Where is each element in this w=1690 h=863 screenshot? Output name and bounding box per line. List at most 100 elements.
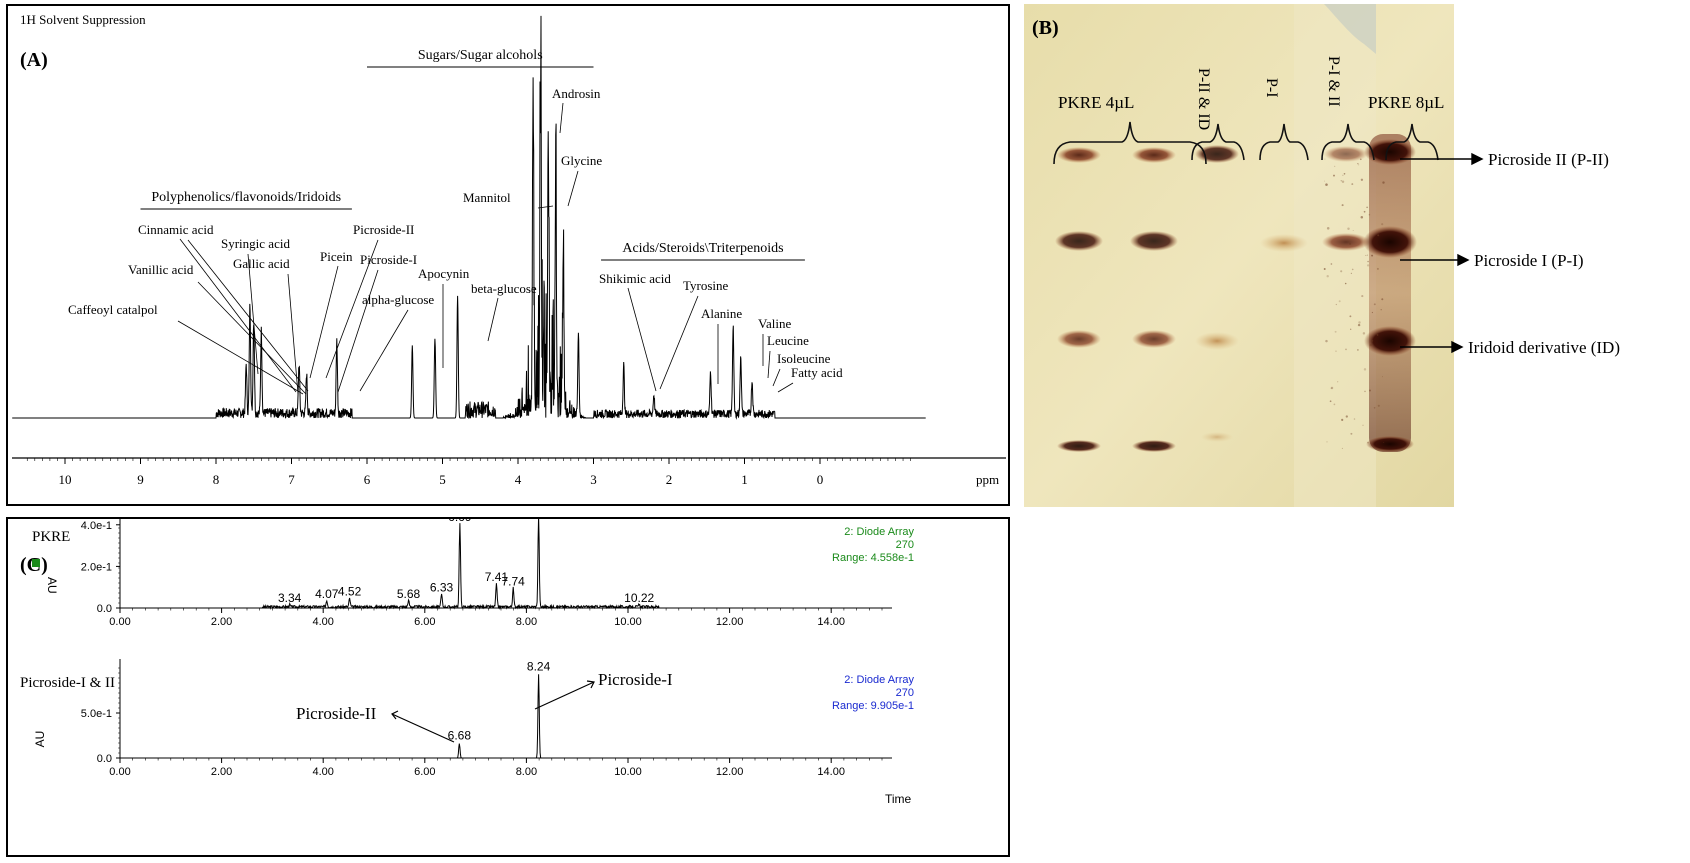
tlc-speckle bbox=[1325, 339, 1328, 343]
nmr-annotation-leader bbox=[337, 269, 379, 393]
hplc-x-tick-label: 6.00 bbox=[414, 766, 435, 778]
hplc-top-range: Range: 4.558e-1 bbox=[832, 552, 914, 564]
tlc-band bbox=[1201, 432, 1233, 442]
nmr-x-tick-label: 0 bbox=[817, 472, 824, 487]
tlc-speckle bbox=[1330, 387, 1332, 389]
tlc-speckle bbox=[1371, 340, 1374, 342]
tlc-speckle bbox=[1352, 230, 1354, 231]
tlc-band-label-picroside-i: Picroside I (P-I) bbox=[1474, 251, 1584, 270]
tlc-speckle bbox=[1323, 180, 1325, 182]
hplc-bottom-wavelength: 270 bbox=[896, 687, 914, 699]
nmr-x-tick-label: 9 bbox=[137, 472, 144, 487]
tlc-speckle bbox=[1341, 447, 1343, 449]
nmr-annotation-label: Picroside-I bbox=[360, 252, 417, 267]
tlc-speckle bbox=[1350, 272, 1353, 275]
arrowhead-iridoid-derivative bbox=[1451, 340, 1464, 354]
hplc-x-tick-label: 0.00 bbox=[109, 616, 130, 628]
nmr-trace bbox=[12, 15, 926, 420]
tlc-speckle bbox=[1382, 181, 1385, 184]
hplc-annotation-picroside-ii: Picroside-II bbox=[296, 704, 377, 723]
tlc-band bbox=[1132, 147, 1176, 163]
tlc-band bbox=[1132, 330, 1176, 348]
hplc-y-tick-label: 4.0e-1 bbox=[81, 520, 112, 532]
tlc-speckle bbox=[1367, 260, 1369, 263]
tlc-speckle bbox=[1377, 404, 1380, 407]
tlc-speckle bbox=[1382, 376, 1383, 378]
hplc-x-tick-label: 14.00 bbox=[817, 766, 845, 778]
nmr-annotation-label: Picein bbox=[320, 249, 353, 264]
nmr-annotation-leader bbox=[567, 170, 579, 207]
tlc-speckle bbox=[1360, 216, 1364, 219]
tlc-band bbox=[1195, 332, 1239, 350]
tlc-speckle bbox=[1366, 264, 1370, 267]
tlc-lane-label-pkre-4ul: PKRE 4µL bbox=[1058, 93, 1134, 112]
panel-c-hplc-chromatograms: (C) PKRE 2: Diode Array 270 Range: 4.558… bbox=[6, 517, 1010, 857]
tlc-speckle bbox=[1363, 368, 1367, 371]
nmr-annotation-label: alpha-glucose bbox=[362, 292, 434, 307]
hplc-x-tick-label: 2.00 bbox=[211, 616, 232, 628]
tlc-speckle bbox=[1325, 183, 1328, 186]
tlc-speckle bbox=[1335, 350, 1337, 352]
tlc-speckle bbox=[1338, 300, 1341, 303]
nmr-annotation-label: Picroside-II bbox=[353, 222, 414, 237]
hplc-peak-label: 7.74 bbox=[502, 574, 526, 588]
nmr-spectrum-plot: 1H Solvent Suppression (A) Polyphenolics… bbox=[12, 12, 1006, 487]
hplc-peak-label: 4.07 bbox=[315, 587, 339, 601]
tlc-speckle bbox=[1330, 386, 1334, 390]
hplc-peak-label: 8.24 bbox=[527, 659, 551, 673]
tlc-speckle bbox=[1326, 227, 1330, 230]
nmr-annotation-leader bbox=[487, 297, 499, 342]
tlc-speckle bbox=[1376, 333, 1379, 336]
hplc-x-tick-label: 12.00 bbox=[716, 766, 744, 778]
hplc-bottom-detector: 2: Diode Array bbox=[844, 674, 914, 686]
nmr-annotation-label: Fatty acid bbox=[791, 365, 843, 380]
nmr-annotation-leader bbox=[179, 238, 297, 393]
nmr-annotation-leader bbox=[777, 382, 794, 393]
tlc-plate: (B) PKRE 4µL P-II & ID P-I P-I & II PKRE… bbox=[1024, 4, 1454, 507]
nmr-annotation-leader bbox=[287, 273, 299, 395]
hplc-y-tick-label: 5.0e-1 bbox=[81, 708, 112, 720]
nmr-x-tick-label: 5 bbox=[439, 472, 446, 487]
tlc-speckle bbox=[1377, 234, 1380, 237]
tlc-speckle bbox=[1345, 415, 1348, 418]
tlc-speckle bbox=[1351, 268, 1354, 271]
tlc-speckle bbox=[1329, 400, 1332, 403]
hplc-top-title: PKRE bbox=[32, 529, 70, 545]
tlc-band bbox=[1366, 436, 1414, 452]
nmr-annotation-label: Gallic acid bbox=[233, 256, 290, 271]
tlc-speckle bbox=[1360, 178, 1364, 181]
tlc-speckle bbox=[1341, 418, 1344, 421]
tlc-speckle bbox=[1340, 180, 1342, 182]
hplc-x-tick-label: 2.00 bbox=[211, 766, 232, 778]
hplc-peak-label: 5.68 bbox=[397, 587, 421, 601]
hplc-x-tick-label: 12.00 bbox=[716, 616, 744, 628]
tlc-speckle bbox=[1334, 165, 1336, 168]
tlc-speckle bbox=[1366, 206, 1368, 209]
hplc-bottom-range: Range: 9.905e-1 bbox=[832, 700, 914, 712]
tlc-speckle bbox=[1358, 164, 1360, 166]
nmr-annotation-label: Syringic acid bbox=[221, 236, 290, 251]
hplc-x-tick-label: 0.00 bbox=[109, 766, 130, 778]
hplc-picroside-arrows bbox=[391, 680, 595, 743]
nmr-annotation-leader bbox=[767, 350, 771, 379]
nmr-annotation-leader bbox=[627, 287, 657, 392]
hplc-bottom-xlabel: Time bbox=[885, 792, 912, 806]
nmr-annotation-label: Leucine bbox=[767, 333, 809, 348]
hplc-annotation-picroside-i: Picroside-I bbox=[598, 670, 673, 689]
tlc-lane-label-pi-pii: P-I & II bbox=[1325, 56, 1342, 107]
nmr-annotation-label: Mannitol bbox=[463, 190, 511, 205]
arrowhead-picroside-i bbox=[1457, 253, 1470, 267]
tlc-band bbox=[1260, 234, 1308, 252]
panel-a-letter: (A) bbox=[20, 49, 48, 71]
hplc-peak-label: 7.41 bbox=[485, 570, 509, 584]
tlc-speckle bbox=[1365, 254, 1367, 256]
tlc-speckle bbox=[1326, 275, 1329, 278]
nmr-group-label: Acids/Steroids\Triterpenoids bbox=[622, 241, 783, 256]
tlc-band bbox=[1055, 231, 1103, 251]
panel-b-letter: (B) bbox=[1032, 17, 1059, 39]
nmr-x-tick-label: 6 bbox=[364, 472, 371, 487]
hplc-bottom-title: Picroside-I & II bbox=[20, 675, 115, 691]
arrowhead-picroside-ii bbox=[1471, 152, 1484, 166]
tlc-speckle bbox=[1381, 223, 1384, 226]
tlc-speckle bbox=[1371, 311, 1373, 314]
